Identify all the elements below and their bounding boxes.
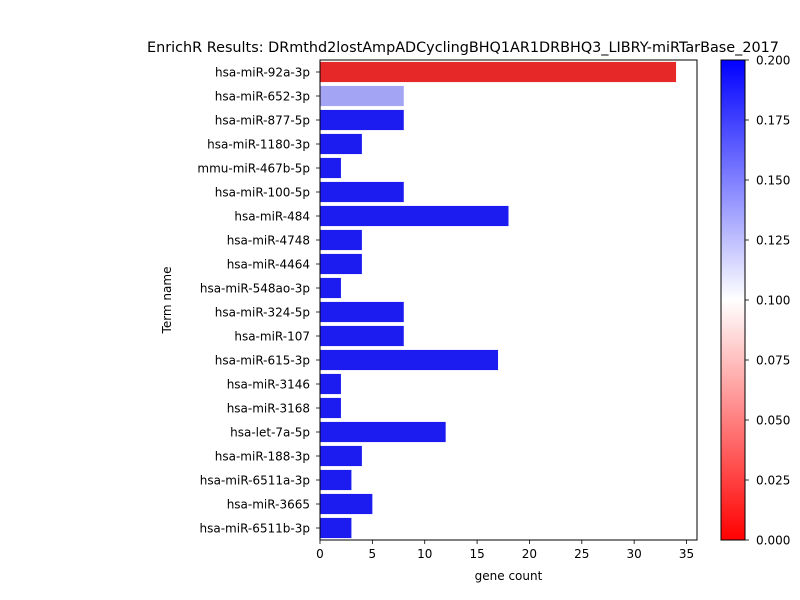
bar-hsa-miR-6511b-3p: [320, 517, 352, 539]
x-tick-label: 35: [679, 547, 694, 561]
bar-hsa-miR-3168: [320, 397, 341, 419]
y-tick-label: hsa-miR-484: [234, 210, 310, 224]
colorbar-tick-label: 0.125: [756, 234, 790, 248]
x-tick-label: 10: [417, 547, 432, 561]
y-tick-label: mmu-miR-467b-5p: [197, 162, 310, 176]
x-tick-label: 20: [522, 547, 537, 561]
bar-hsa-miR-3665: [320, 493, 373, 515]
colorbar-tick-label: 0.200: [756, 54, 790, 68]
y-tick-label: hsa-miR-324-5p: [215, 306, 310, 320]
colorbar-tick-label: 0.050: [756, 414, 790, 428]
x-tick-label: 25: [574, 547, 589, 561]
y-tick-label: hsa-miR-652-3p: [215, 90, 310, 104]
colorbar-tick-label: 0.000: [756, 534, 790, 548]
y-tick-label: hsa-miR-615-3p: [215, 354, 310, 368]
y-tick-label: hsa-miR-188-3p: [215, 450, 310, 464]
bar-hsa-miR-3146: [320, 373, 341, 395]
colorbar-ticks: 0.000 0.025 0.050 0.075 0.100 0.125 0.150 0.175…: [745, 54, 790, 548]
x-tick-label: 30: [627, 547, 642, 561]
y-tick-label: hsa-miR-100-5p: [215, 186, 310, 200]
bar-hsa-miR-4748: [320, 229, 362, 251]
y-tick-label: hsa-miR-107: [234, 330, 310, 344]
bar-hsa-miR-4464: [320, 253, 362, 275]
bar-hsa-miR-107: [320, 325, 404, 347]
bar-hsa-miR-652-3p: [320, 85, 404, 107]
y-tick-label: hsa-miR-4748: [227, 234, 310, 248]
bar-hsa-miR-484: [320, 205, 509, 227]
y-tick-label: hsa-miR-6511a-3p: [200, 474, 310, 488]
bar-hsa-miR-548ao-3p: [320, 277, 341, 299]
x-tick-label: 0: [316, 547, 324, 561]
y-tick-label: hsa-miR-3665: [227, 498, 310, 512]
bar-hsa-miR-324-5p: [320, 301, 404, 323]
y-tick-labels: hsa-miR-92a-3p hsa-miR-652-3p hsa-miR-877-…: [197, 66, 320, 536]
bar-hsa-miR-615-3p: [320, 349, 499, 371]
bar-hsa-miR-100-5p: [320, 181, 404, 203]
bar-mmu-miR-467b-5p: [320, 157, 341, 179]
bar-hsa-miR-6511a-3p: [320, 469, 352, 491]
colorbar-tick-label: 0.175: [756, 114, 790, 128]
colorbar-tick-label: 0.025: [756, 474, 790, 488]
colorbar-tick-label: 0.150: [756, 174, 790, 188]
y-axis-label: Term name: [160, 267, 174, 335]
colorbar: [720, 59, 746, 541]
bar-hsa-miR-1180-3p: [320, 133, 362, 155]
bar-hsa-miR-188-3p: [320, 445, 362, 467]
x-tick-label: 5: [369, 547, 377, 561]
plot-frame: [319, 59, 698, 541]
bar-hsa-miR-92a-3p: [320, 61, 677, 83]
y-tick-label: hsa-miR-877-5p: [215, 114, 310, 128]
y-tick-label: hsa-miR-3146: [227, 378, 310, 392]
bar-hsa-miR-877-5p: [320, 109, 404, 131]
colorbar-tick-label: 0.075: [756, 354, 790, 368]
x-axis-label: gene count: [475, 569, 543, 583]
bar-hsa-let-7a-5p: [320, 421, 446, 443]
y-tick-label: hsa-let-7a-5p: [230, 426, 310, 440]
bars: [320, 61, 677, 539]
x-tick-label: 15: [469, 547, 484, 561]
chart-title: EnrichR Results: DRmthd2lostAmpADCycling…: [147, 40, 779, 56]
y-tick-label: hsa-miR-6511b-3p: [200, 522, 310, 536]
y-tick-label: hsa-miR-1180-3p: [207, 138, 310, 152]
y-tick-label: hsa-miR-4464: [227, 258, 310, 272]
y-tick-label: hsa-miR-3168: [227, 402, 310, 416]
y-tick-label: hsa-miR-548ao-3p: [200, 282, 310, 296]
y-tick-label: hsa-miR-92a-3p: [215, 66, 310, 80]
colorbar-tick-label: 0.100: [756, 294, 790, 308]
x-ticks: 0 5 10 15 20 25 30 35: [316, 540, 694, 561]
